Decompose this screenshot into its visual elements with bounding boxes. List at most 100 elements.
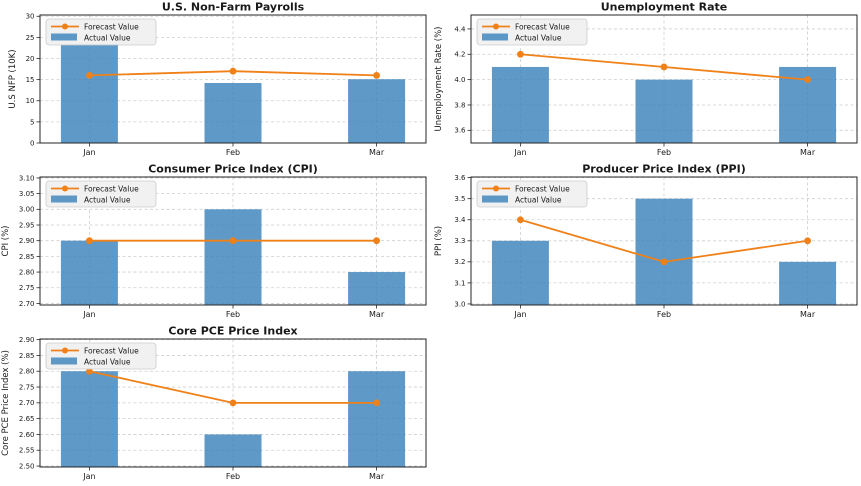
legend: Forecast Value Actual Value [45,342,157,370]
chart-nonfarm-payrolls: 0 5 10 15 20 25 30 Jan Feb Mar U.S NFP (10K) U.S. N… [0,0,430,162]
chart-svg-unemployment: 3.6 3.8 4.0 4.2 4.4 Jan Feb Mar Unemployment Rat… [434,1,858,157]
legend-actual-label: Actual Value [84,33,131,42]
chart-svg-ppi: 3.0 3.1 3.2 3.3 3.4 3.5 3.6 Jan Feb Mar PPI (%) Pro… [434,163,858,319]
y-tick-label: 10 [26,97,35,105]
bar-jan [60,43,118,143]
x-tick-label: Mar [369,472,385,481]
x-tick-label: Feb [657,148,671,157]
forecast-point-jan [86,237,93,245]
forecast-point-mar [373,72,380,79]
y-tick-label: 2.75 [19,284,35,292]
bar-mar [779,261,837,305]
y-tick-label: 3.0 [454,300,465,308]
y-tick-label: 2.50 [19,462,35,470]
legend-marker-icon [493,185,499,192]
legend-forecast-label: Forecast Value [84,346,139,355]
legend: Forecast Value Actual Value [45,180,157,208]
y-tick-label: 15 [26,76,35,84]
chart-title: Producer Price Index (PPI) [582,163,746,176]
legend-actual-label: Actual Value [84,357,131,366]
bar-mar [348,371,406,467]
forecast-point-mar [373,399,380,407]
chart-svg-cpi: 2.70 2.75 2.80 2.85 2.90 2.95 3.00 3.05 3.10 Jan F… [1,163,427,319]
y-tick-label: 3.6 [454,174,466,182]
y-tick-label: 4.4 [454,25,466,33]
y-tick-label: 3.1 [454,279,465,287]
y-tick-label: 5 [30,118,34,126]
bar-mar [348,272,406,305]
legend-bar-swatch [51,357,77,365]
chart-svg-core-pce: 2.50 2.55 2.60 2.65 2.70 2.75 2.80 2.85 2.90 Jan F… [1,325,427,481]
x-tick-label: Feb [226,310,240,319]
chart-title: Consumer Price Index (CPI) [148,163,318,176]
forecast-point-feb [660,258,668,266]
forecast-point-feb [229,237,237,245]
x-tick-label: Mar [369,148,385,157]
x-tick-label: Mar [800,148,816,157]
y-tick-label: 2.80 [19,368,35,376]
y-tick-label: 3.2 [454,258,465,266]
y-tick-label: 20 [26,55,35,63]
y-tick-label: 2.90 [19,336,35,344]
y-tick-label: 3.6 [454,127,466,135]
y-tick-label: 4.2 [454,51,465,59]
bar-feb [204,209,262,305]
legend: Forecast Value Actual Value [476,180,588,208]
legend-forecast-label: Forecast Value [515,184,570,193]
x-tick-label: Jan [82,310,95,319]
legend: Forecast Value Actual Value [45,18,157,46]
y-tick-label: 30 [26,13,35,21]
y-axis-label: U.S NFP (10K) [8,49,18,108]
bar-feb [635,79,693,143]
legend-marker-icon [62,185,68,192]
x-tick-label: Mar [369,310,385,319]
forecast-point-feb [229,67,237,75]
y-tick-label: 3.10 [19,174,35,182]
y-tick-label: 2.90 [19,237,35,245]
chart-title: Core PCE Price Index [168,325,297,338]
forecast-point-jan [517,216,524,224]
legend-marker-icon [62,23,68,30]
forecast-point-mar [804,76,811,84]
chart-title: Unemployment Rate [601,1,728,14]
x-tick-label: Mar [800,310,816,319]
legend-forecast-label: Forecast Value [515,22,570,31]
y-axis-label: CPI (%) [1,226,11,257]
legend-marker-icon [493,23,499,30]
y-tick-label: 2.55 [19,447,35,455]
y-axis-label: PPI (%) [434,226,444,256]
chart-core-pce: 2.50 2.55 2.60 2.65 2.70 2.75 2.80 2.85 2.90 Jan F… [0,324,430,486]
y-tick-label: 2.65 [19,415,35,423]
x-tick-label: Jan [82,472,95,481]
y-tick-label: 4.0 [454,76,465,84]
legend: Forecast Value Actual Value [476,18,588,46]
legend-actual-label: Actual Value [84,195,131,204]
x-tick-label: Feb [226,472,240,481]
y-tick-label: 2.95 [19,221,35,229]
legend-bar-swatch [51,195,77,203]
y-tick-label: 2.75 [19,383,35,391]
legend-actual-label: Actual Value [515,195,562,204]
legend-marker-icon [62,347,68,354]
x-tick-label: Jan [513,148,526,157]
x-tick-label: Feb [657,310,671,319]
y-tick-label: 2.70 [19,399,35,407]
chart-cpi: 2.70 2.75 2.80 2.85 2.90 2.95 3.00 3.05 3.10 Jan F… [0,162,430,324]
x-tick-label: Jan [82,148,95,157]
forecast-point-mar [373,237,380,245]
x-tick-label: Feb [226,148,240,157]
legend-bar-swatch [51,33,77,41]
y-axis-label: Unemployment Rate (%) [434,27,444,132]
y-tick-label: 2.85 [19,352,35,360]
forecast-point-jan [517,50,524,58]
y-tick-label: 3.4 [454,216,466,224]
chart-title: U.S. Non-Farm Payrolls [162,1,305,14]
chart-ppi: 3.0 3.1 3.2 3.3 3.4 3.5 3.6 Jan Feb Mar PPI (%) Pro… [431,162,861,324]
forecast-point-feb [229,399,237,407]
legend-bar-swatch [482,195,508,203]
bar-feb [204,434,262,467]
legend-actual-label: Actual Value [515,33,562,42]
legend-forecast-label: Forecast Value [84,184,139,193]
legend-forecast-label: Forecast Value [84,22,139,31]
